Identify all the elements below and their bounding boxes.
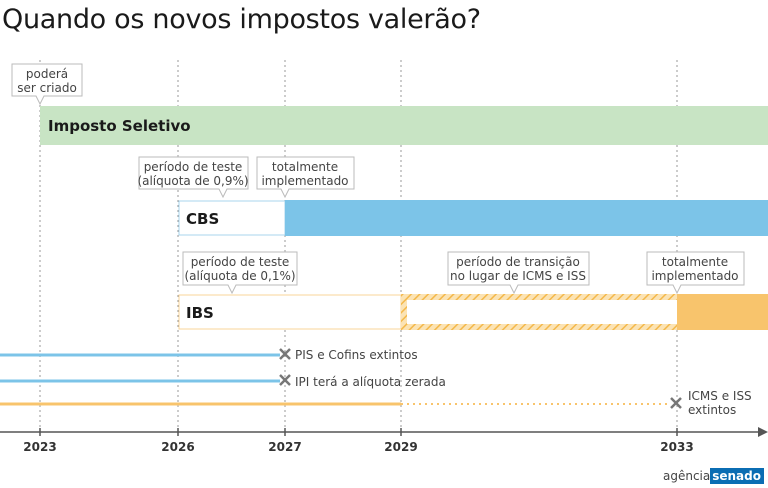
year-label: 2023 (23, 440, 56, 454)
callout-text: (alíquota de 0,9%) (137, 174, 248, 188)
ibs-label: IBS (186, 304, 214, 322)
x-mark-icon (670, 397, 682, 409)
pis-cofins-line: PIS e Cofins extintos (0, 348, 418, 362)
callout-text: ser criado (17, 81, 77, 95)
callout-ibs-full: totalmente implementado (646, 251, 745, 295)
callout-cbs-full: totalmente implementado (256, 156, 355, 199)
year-label: 2033 (660, 440, 693, 454)
callout-text: período de teste (191, 255, 290, 269)
year-label: 2026 (161, 440, 194, 454)
icms-iss-text: ICMS e ISS (688, 389, 752, 403)
ibs-full-bar (677, 294, 768, 330)
imposto-seletivo-bar (40, 106, 768, 145)
callout-text: implementado (651, 269, 738, 283)
callout-text: poderá (26, 67, 68, 81)
callout-text: totalmente (272, 160, 338, 174)
page-title: Quando os novos impostos valerão? (2, 4, 481, 35)
cbs-test-period-bar (178, 200, 286, 236)
logo-part-senado: senado (710, 468, 764, 484)
ipi-text: IPI terá a alíquota zerada (295, 375, 446, 389)
callout-text: implementado (261, 174, 348, 188)
callout-cbs-test: período de teste (alíquota de 0,9%) (137, 156, 249, 199)
year-label: 2029 (384, 440, 417, 454)
logo-part-agencia: agência (662, 469, 711, 483)
ibs-transition-inner (407, 300, 677, 324)
cbs-label: CBS (186, 210, 219, 228)
callout-text: período de teste (144, 160, 243, 174)
ipi-line: IPI terá a alíquota zerada (0, 374, 446, 389)
year-label: 2027 (268, 440, 301, 454)
agencia-senado-logo: agência senado (662, 468, 764, 484)
cbs-full-bar (285, 200, 768, 236)
callout-ibs-transition: período de transição no lugar de ICMS e … (447, 251, 590, 295)
ibs-test-period-bar (178, 294, 402, 330)
icms-iss-line: ICMS e ISS extintos (0, 389, 752, 417)
icms-iss-text: extintos (688, 403, 736, 417)
callout-text: período de transição (456, 255, 580, 269)
axis-arrow-icon (758, 427, 768, 437)
callout-seletivo-created: poderá ser criado (11, 63, 83, 106)
pis-cofins-text: PIS e Cofins extintos (295, 348, 418, 362)
callout-ibs-test: período de teste (alíquota de 0,1%) (182, 251, 298, 295)
callout-text: totalmente (662, 255, 728, 269)
x-mark-icon (279, 374, 291, 386)
callout-text: no lugar de ICMS e ISS (450, 269, 586, 283)
callout-text: (alíquota de 0,1%) (184, 269, 295, 283)
imposto-seletivo-label: Imposto Seletivo (48, 117, 191, 135)
time-axis: 2023 2026 2027 2029 2033 (0, 427, 768, 454)
x-mark-icon (279, 348, 291, 360)
